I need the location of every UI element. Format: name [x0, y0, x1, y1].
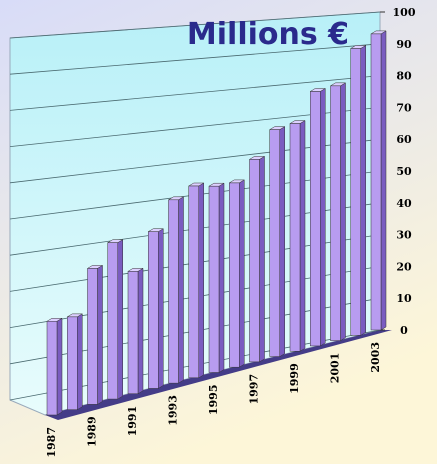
y-tick-label: 0 — [400, 324, 408, 337]
bar-front — [168, 199, 179, 384]
bar-side — [299, 120, 306, 352]
bar — [66, 313, 84, 411]
bar-side — [340, 82, 346, 342]
x-tick-label: 1991 — [126, 406, 139, 437]
bar-front — [87, 268, 98, 405]
y-tick-label: 30 — [396, 229, 412, 242]
bar-front — [269, 129, 280, 357]
bar — [187, 182, 205, 379]
bar-side — [198, 182, 204, 379]
bar-front — [46, 321, 58, 416]
bar — [309, 88, 327, 347]
bar-front — [330, 85, 341, 341]
y-tick-label: 80 — [396, 70, 412, 83]
chart-title: Millions € — [187, 17, 349, 52]
y-tick-label: 60 — [396, 133, 412, 146]
bar — [147, 228, 165, 389]
x-tick-label: 1989 — [86, 416, 99, 447]
y-tick-label: 50 — [396, 165, 412, 178]
x-tick-label: 1987 — [45, 427, 58, 458]
bar-front — [208, 185, 220, 373]
bar-front — [188, 185, 199, 379]
bar-front — [229, 182, 240, 368]
bar-side — [77, 313, 83, 411]
x-tick-label: 2003 — [369, 342, 382, 373]
bar — [208, 182, 225, 373]
grid-line — [9, 43, 381, 75]
bar-front — [350, 48, 361, 336]
bar-side — [279, 126, 285, 358]
x-tick-label: 1995 — [207, 385, 220, 416]
bar — [370, 30, 387, 331]
bar-side — [360, 44, 366, 336]
bar-front — [67, 316, 78, 410]
bar — [86, 264, 104, 405]
bar-side — [97, 264, 103, 405]
bar-side — [259, 155, 265, 363]
y-tick-label: 70 — [396, 101, 412, 114]
bar-front — [289, 123, 301, 352]
bar-side — [239, 179, 245, 368]
bar — [289, 120, 306, 352]
bar-side — [218, 182, 225, 373]
bar — [127, 267, 144, 395]
bar — [228, 179, 246, 368]
bar — [349, 44, 367, 336]
bar-front — [148, 231, 159, 389]
y-tick-label: 20 — [396, 260, 412, 273]
bar-front — [249, 159, 260, 363]
bar-front — [310, 91, 321, 347]
bar-side — [56, 317, 63, 416]
bar-side — [380, 30, 387, 331]
bar-side — [158, 228, 164, 389]
bar-side — [320, 88, 326, 347]
x-tick-label: 1997 — [248, 374, 261, 405]
bar — [329, 82, 347, 342]
y-tick-label: 10 — [396, 292, 412, 305]
x-tick-label: 2001 — [329, 353, 342, 384]
bar-front — [370, 33, 382, 331]
bar-side — [137, 267, 144, 395]
grid-line — [9, 75, 381, 111]
bar — [106, 239, 124, 400]
x-tick-label: 1993 — [167, 395, 180, 426]
bar-front — [127, 271, 139, 395]
bar — [268, 126, 286, 358]
x-tick-label: 1999 — [288, 363, 301, 394]
floor — [45, 330, 392, 420]
bar — [248, 155, 266, 363]
bar — [46, 317, 63, 416]
bar — [167, 196, 185, 384]
y-tick-label: 40 — [396, 197, 412, 210]
y-tick-label: 100 — [393, 6, 416, 19]
y-tick-label: 90 — [396, 38, 412, 51]
plot: 0 10 20 30 40 50 60 70 80 90 100 1987 1989 1991 1993 19… — [9, 6, 416, 458]
bar-side — [178, 196, 184, 384]
grid-line — [9, 11, 381, 39]
bar-front — [107, 242, 118, 400]
bar-side — [117, 239, 123, 400]
